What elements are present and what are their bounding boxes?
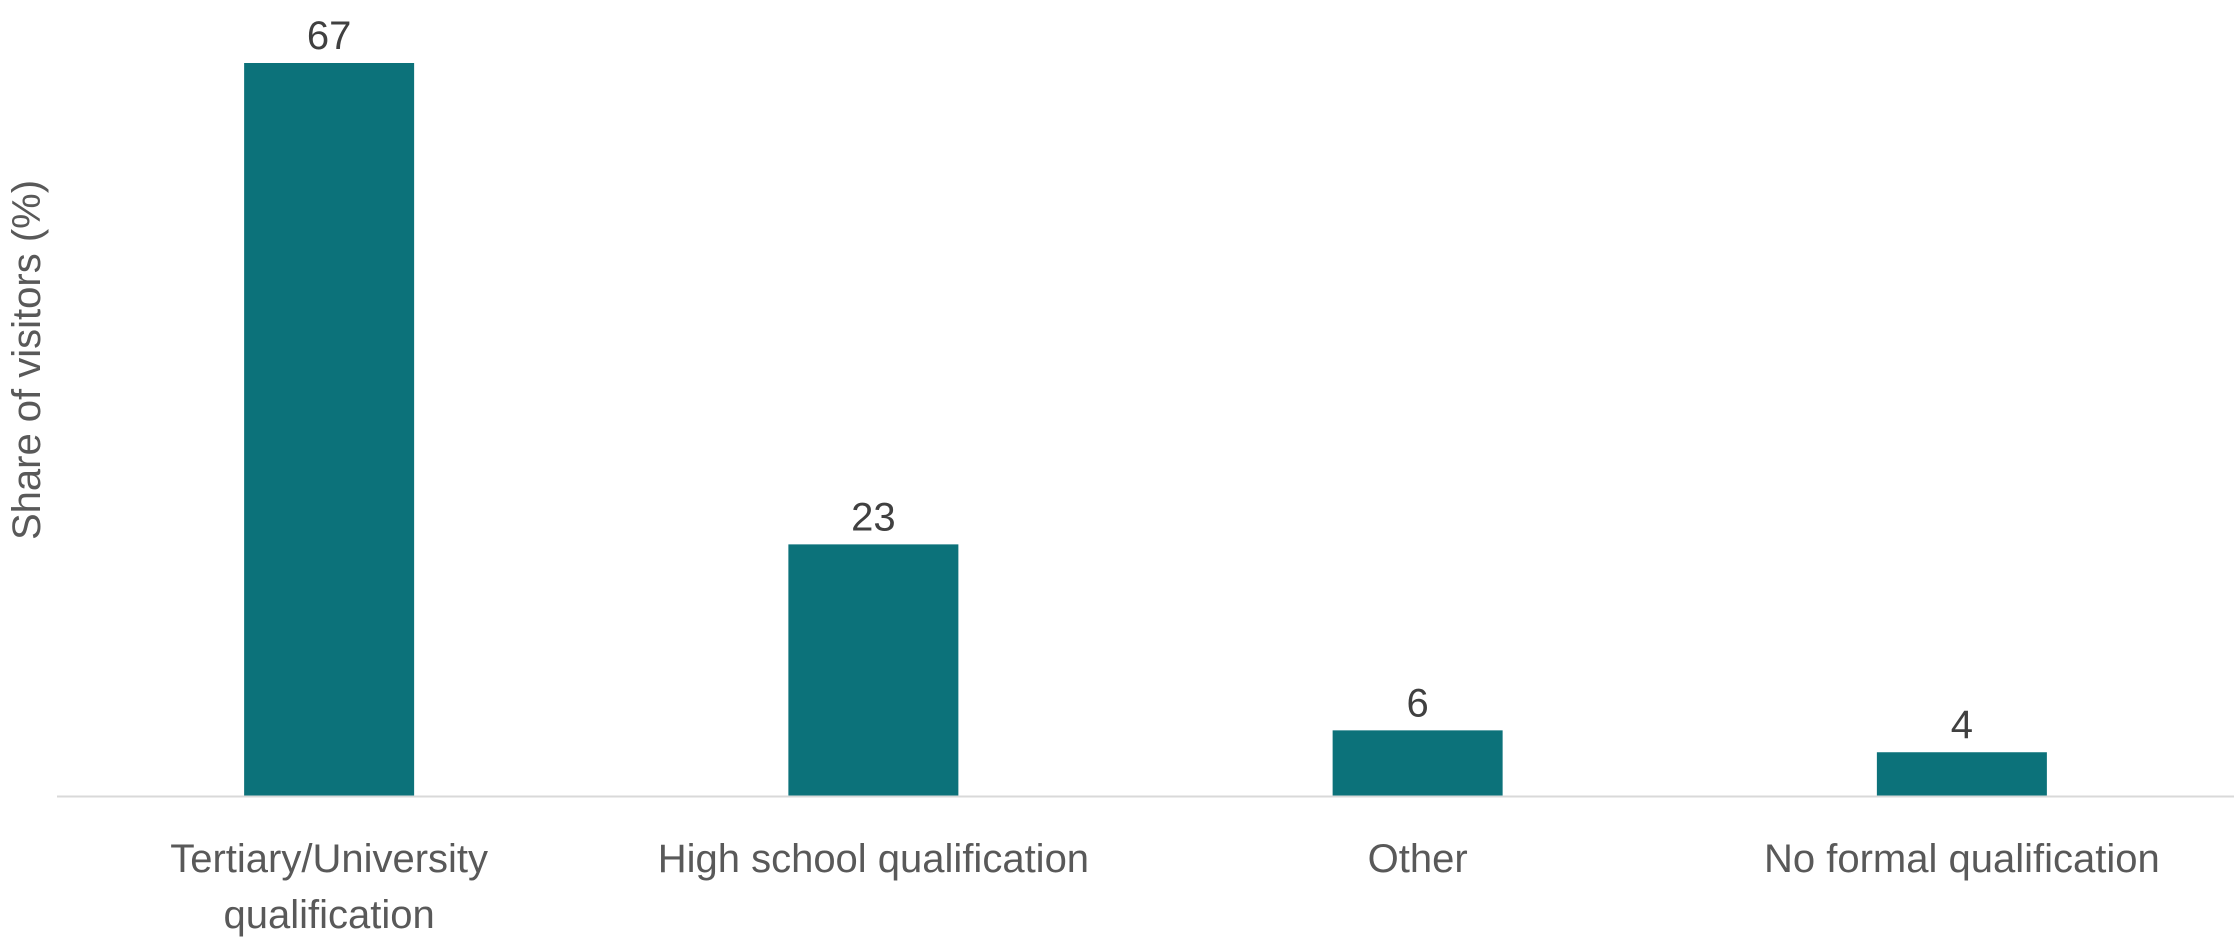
value-label-3: 4 xyxy=(1951,703,1973,747)
category-labels-layer: Tertiary/University qualification High sch… xyxy=(170,837,2160,937)
category-label-2: Other xyxy=(1368,837,1468,881)
category-label-line: No formal qualification xyxy=(1764,837,2160,881)
category-label-1: High school qualification xyxy=(658,837,1089,881)
bar-2 xyxy=(1332,730,1503,796)
value-label-2: 6 xyxy=(1407,681,1429,725)
value-label-0: 67 xyxy=(307,14,352,58)
value-labels-layer: 67 23 6 4 xyxy=(307,14,1973,747)
category-label-line: High school qualification xyxy=(658,837,1089,881)
bar-3 xyxy=(1876,752,2047,796)
value-label-1: 23 xyxy=(851,495,896,539)
category-label-line: Other xyxy=(1368,837,1468,881)
bar-0 xyxy=(244,63,415,796)
category-label-line: qualification xyxy=(224,893,435,937)
bars-layer xyxy=(244,63,2047,796)
category-label-line: Tertiary/University xyxy=(170,837,488,881)
category-label-0: Tertiary/University qualification xyxy=(170,837,488,937)
bar-1 xyxy=(788,544,959,796)
category-label-3: No formal qualification xyxy=(1764,837,2160,881)
y-axis-title: Share of visitors (%) xyxy=(5,180,49,540)
